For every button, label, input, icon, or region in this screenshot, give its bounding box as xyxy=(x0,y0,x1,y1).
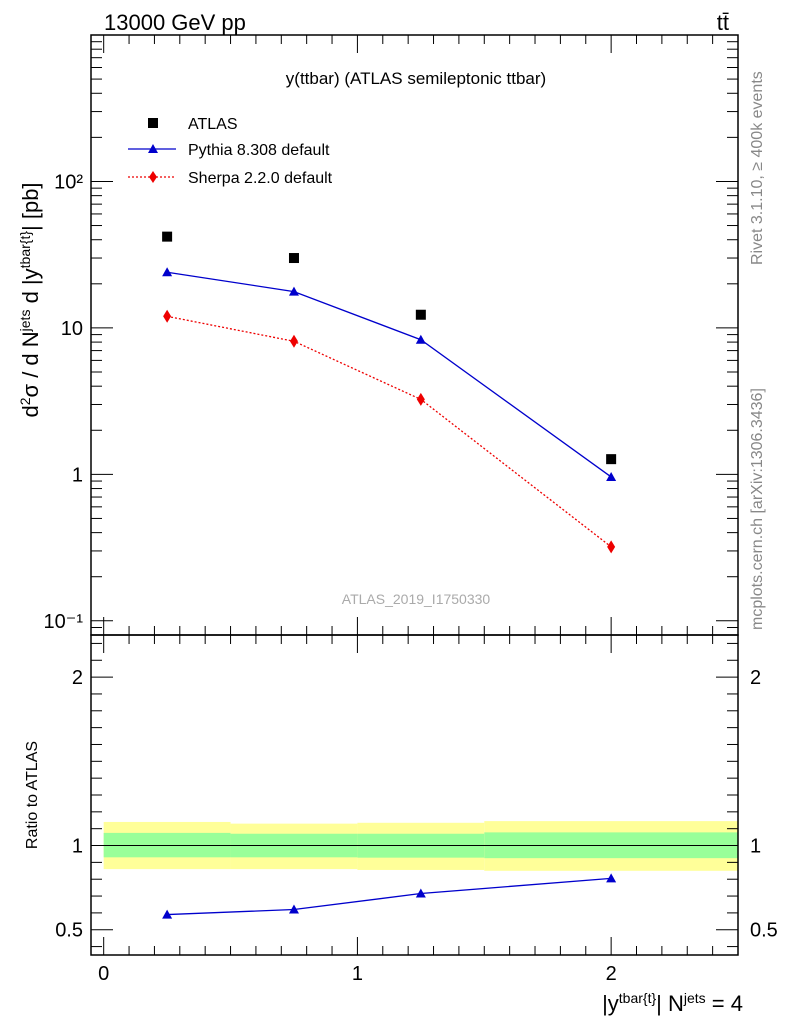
main-ticks xyxy=(91,34,739,636)
sherpa-data-point xyxy=(607,540,616,554)
ratio-x-tick-labels: 0 1 2 xyxy=(98,963,617,985)
main-y-tick-labels: 10⁻¹ 1 10 10² xyxy=(44,171,84,632)
sherpa-data-point xyxy=(416,392,425,406)
atlas-data-point xyxy=(415,309,426,320)
mcplots-label: mcplots.cern.ch [arXiv:1306.3436] xyxy=(749,388,766,630)
ratio-data-point xyxy=(288,904,299,914)
x-tick-label: 2 xyxy=(606,963,617,985)
x-axis-label: |ytbar{t}| Njets = 4 xyxy=(602,990,743,1016)
legend-sherpa-label: Sherpa 2.2.0 default xyxy=(188,170,333,187)
ratio-y-tick-label-right: 0.5 xyxy=(750,920,778,942)
series-line-1 xyxy=(167,271,612,478)
sherpa-data-point xyxy=(163,309,172,323)
ratio-data-point xyxy=(162,909,173,919)
x-label-part: = 4 xyxy=(706,991,743,1016)
main-y-tick-label: 10⁻¹ xyxy=(44,611,84,633)
ratio-y-tick-label: 1 xyxy=(72,836,83,858)
legend: ATLAS Pythia 8.308 default Sherpa 2.2.0 … xyxy=(128,116,333,187)
x-label-part: | N xyxy=(656,991,684,1016)
plot-title: y(ttbar) (ATLAS semileptonic ttbar) xyxy=(286,69,546,88)
legend-pythia-label: Pythia 8.308 default xyxy=(188,142,330,159)
collision-label: 13000 GeV pp xyxy=(104,10,246,35)
sherpa-data-point xyxy=(289,334,298,348)
ratio-y-tick-labels: 0.5 0.5 1 1 2 2 xyxy=(55,667,778,942)
rivet-label: Rivet 3.1.10, ≥ 400k events xyxy=(749,71,766,265)
y-label-part: | [pb] xyxy=(18,182,43,231)
ratio-y-axis-label: Ratio to ATLAS xyxy=(24,741,41,849)
legend-atlas-label: ATLAS xyxy=(188,116,238,133)
legend-sherpa-marker xyxy=(149,171,157,183)
ratio-frame xyxy=(90,634,739,956)
y-label-part: jets xyxy=(17,310,33,333)
main-y-tick-label: 10 xyxy=(61,318,83,340)
ratio-data-point xyxy=(606,873,617,883)
ratio-series-line xyxy=(167,877,612,916)
atlas-data-point xyxy=(606,454,617,465)
pythia-data-point xyxy=(288,286,299,296)
main-panel: 10⁻¹ 1 10 10² y(ttbar) (ATLAS semileptonic … xyxy=(17,34,739,636)
process-label: tt̄ xyxy=(717,10,729,35)
x-label-part: tbar{t} xyxy=(619,990,657,1006)
pythia-data-point xyxy=(606,471,617,481)
ratio-data-point xyxy=(415,888,426,898)
y-label-part: tbar{t} xyxy=(17,231,33,269)
ratio-y-tick-label: 0.5 xyxy=(55,920,83,942)
ratio-ticks xyxy=(91,635,739,955)
x-label-part: jets xyxy=(683,990,706,1006)
y-label-part: σ / d N xyxy=(18,331,43,397)
pythia-data-point xyxy=(162,267,173,277)
legend-pythia-marker xyxy=(148,144,158,153)
x-tick-label: 0 xyxy=(98,963,109,985)
atlas-data-point xyxy=(162,231,173,242)
ratio-y-tick-label: 2 xyxy=(72,667,83,689)
ratio-series xyxy=(162,873,617,919)
atlas-data-point xyxy=(288,253,299,264)
main-series xyxy=(162,231,617,554)
y-label-part: d |y xyxy=(18,268,43,309)
legend-atlas-marker xyxy=(148,118,158,128)
x-label-part: |y xyxy=(602,991,619,1016)
x-tick-label: 1 xyxy=(352,963,363,985)
ratio-bands xyxy=(103,821,738,871)
pythia-data-point xyxy=(415,334,426,344)
analysis-watermark: ATLAS_2019_I1750330 xyxy=(342,591,491,607)
main-y-axis-label: d2σ / d Njets d |ytbar{t}| [pb] xyxy=(17,182,43,417)
ratio-y-tick-label-right: 2 xyxy=(750,667,761,689)
series-line-2 xyxy=(166,315,612,548)
ratio-panel: 0.5 0.5 1 1 2 2 0 1 2 Ratio to ATLAS |ytbar{t}|… xyxy=(24,634,778,1016)
main-y-tick-label: 10² xyxy=(54,171,83,193)
ratio-y-tick-label-right: 1 xyxy=(750,836,761,858)
y-label-part: 2 xyxy=(17,397,33,405)
y-label-part: d xyxy=(18,405,43,417)
main-y-tick-label: 1 xyxy=(72,464,83,486)
